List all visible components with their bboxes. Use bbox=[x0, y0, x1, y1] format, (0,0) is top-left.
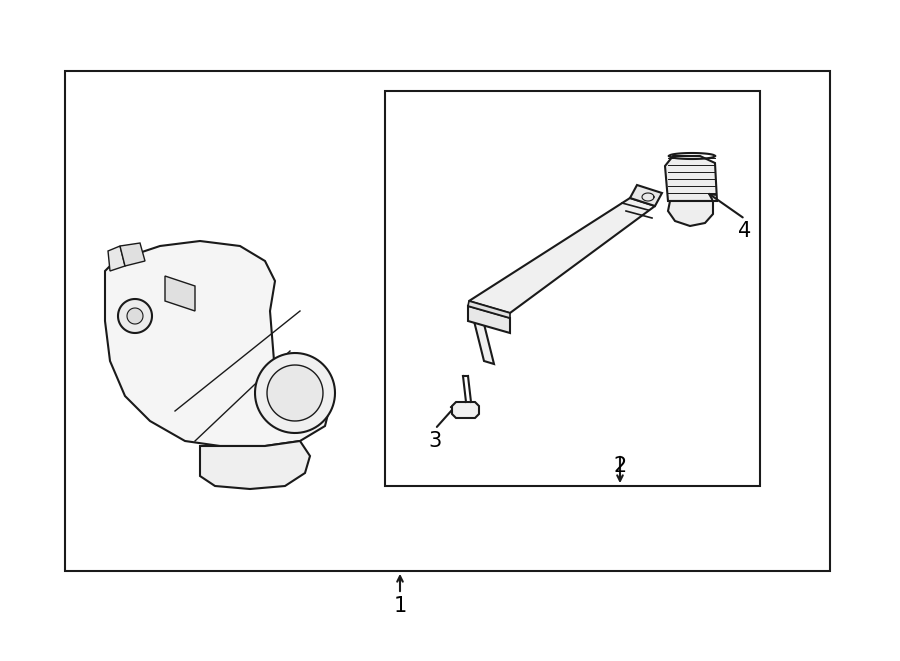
Polygon shape bbox=[665, 156, 717, 201]
Polygon shape bbox=[108, 246, 125, 271]
Polygon shape bbox=[118, 299, 152, 333]
Text: 1: 1 bbox=[393, 596, 407, 616]
Text: 4: 4 bbox=[738, 221, 752, 241]
Polygon shape bbox=[255, 353, 335, 433]
Polygon shape bbox=[668, 201, 713, 226]
Text: 2: 2 bbox=[614, 456, 626, 476]
Polygon shape bbox=[468, 301, 510, 318]
Polygon shape bbox=[127, 308, 143, 324]
Polygon shape bbox=[469, 198, 655, 313]
Polygon shape bbox=[452, 402, 479, 418]
Polygon shape bbox=[200, 441, 310, 489]
Polygon shape bbox=[468, 306, 510, 333]
Polygon shape bbox=[267, 365, 323, 421]
Text: 3: 3 bbox=[428, 431, 442, 451]
Polygon shape bbox=[120, 243, 145, 266]
Bar bbox=[65, 71, 830, 571]
Bar bbox=[385, 91, 760, 486]
Polygon shape bbox=[105, 241, 330, 446]
Polygon shape bbox=[630, 185, 662, 206]
Polygon shape bbox=[474, 321, 494, 364]
Polygon shape bbox=[165, 276, 195, 311]
